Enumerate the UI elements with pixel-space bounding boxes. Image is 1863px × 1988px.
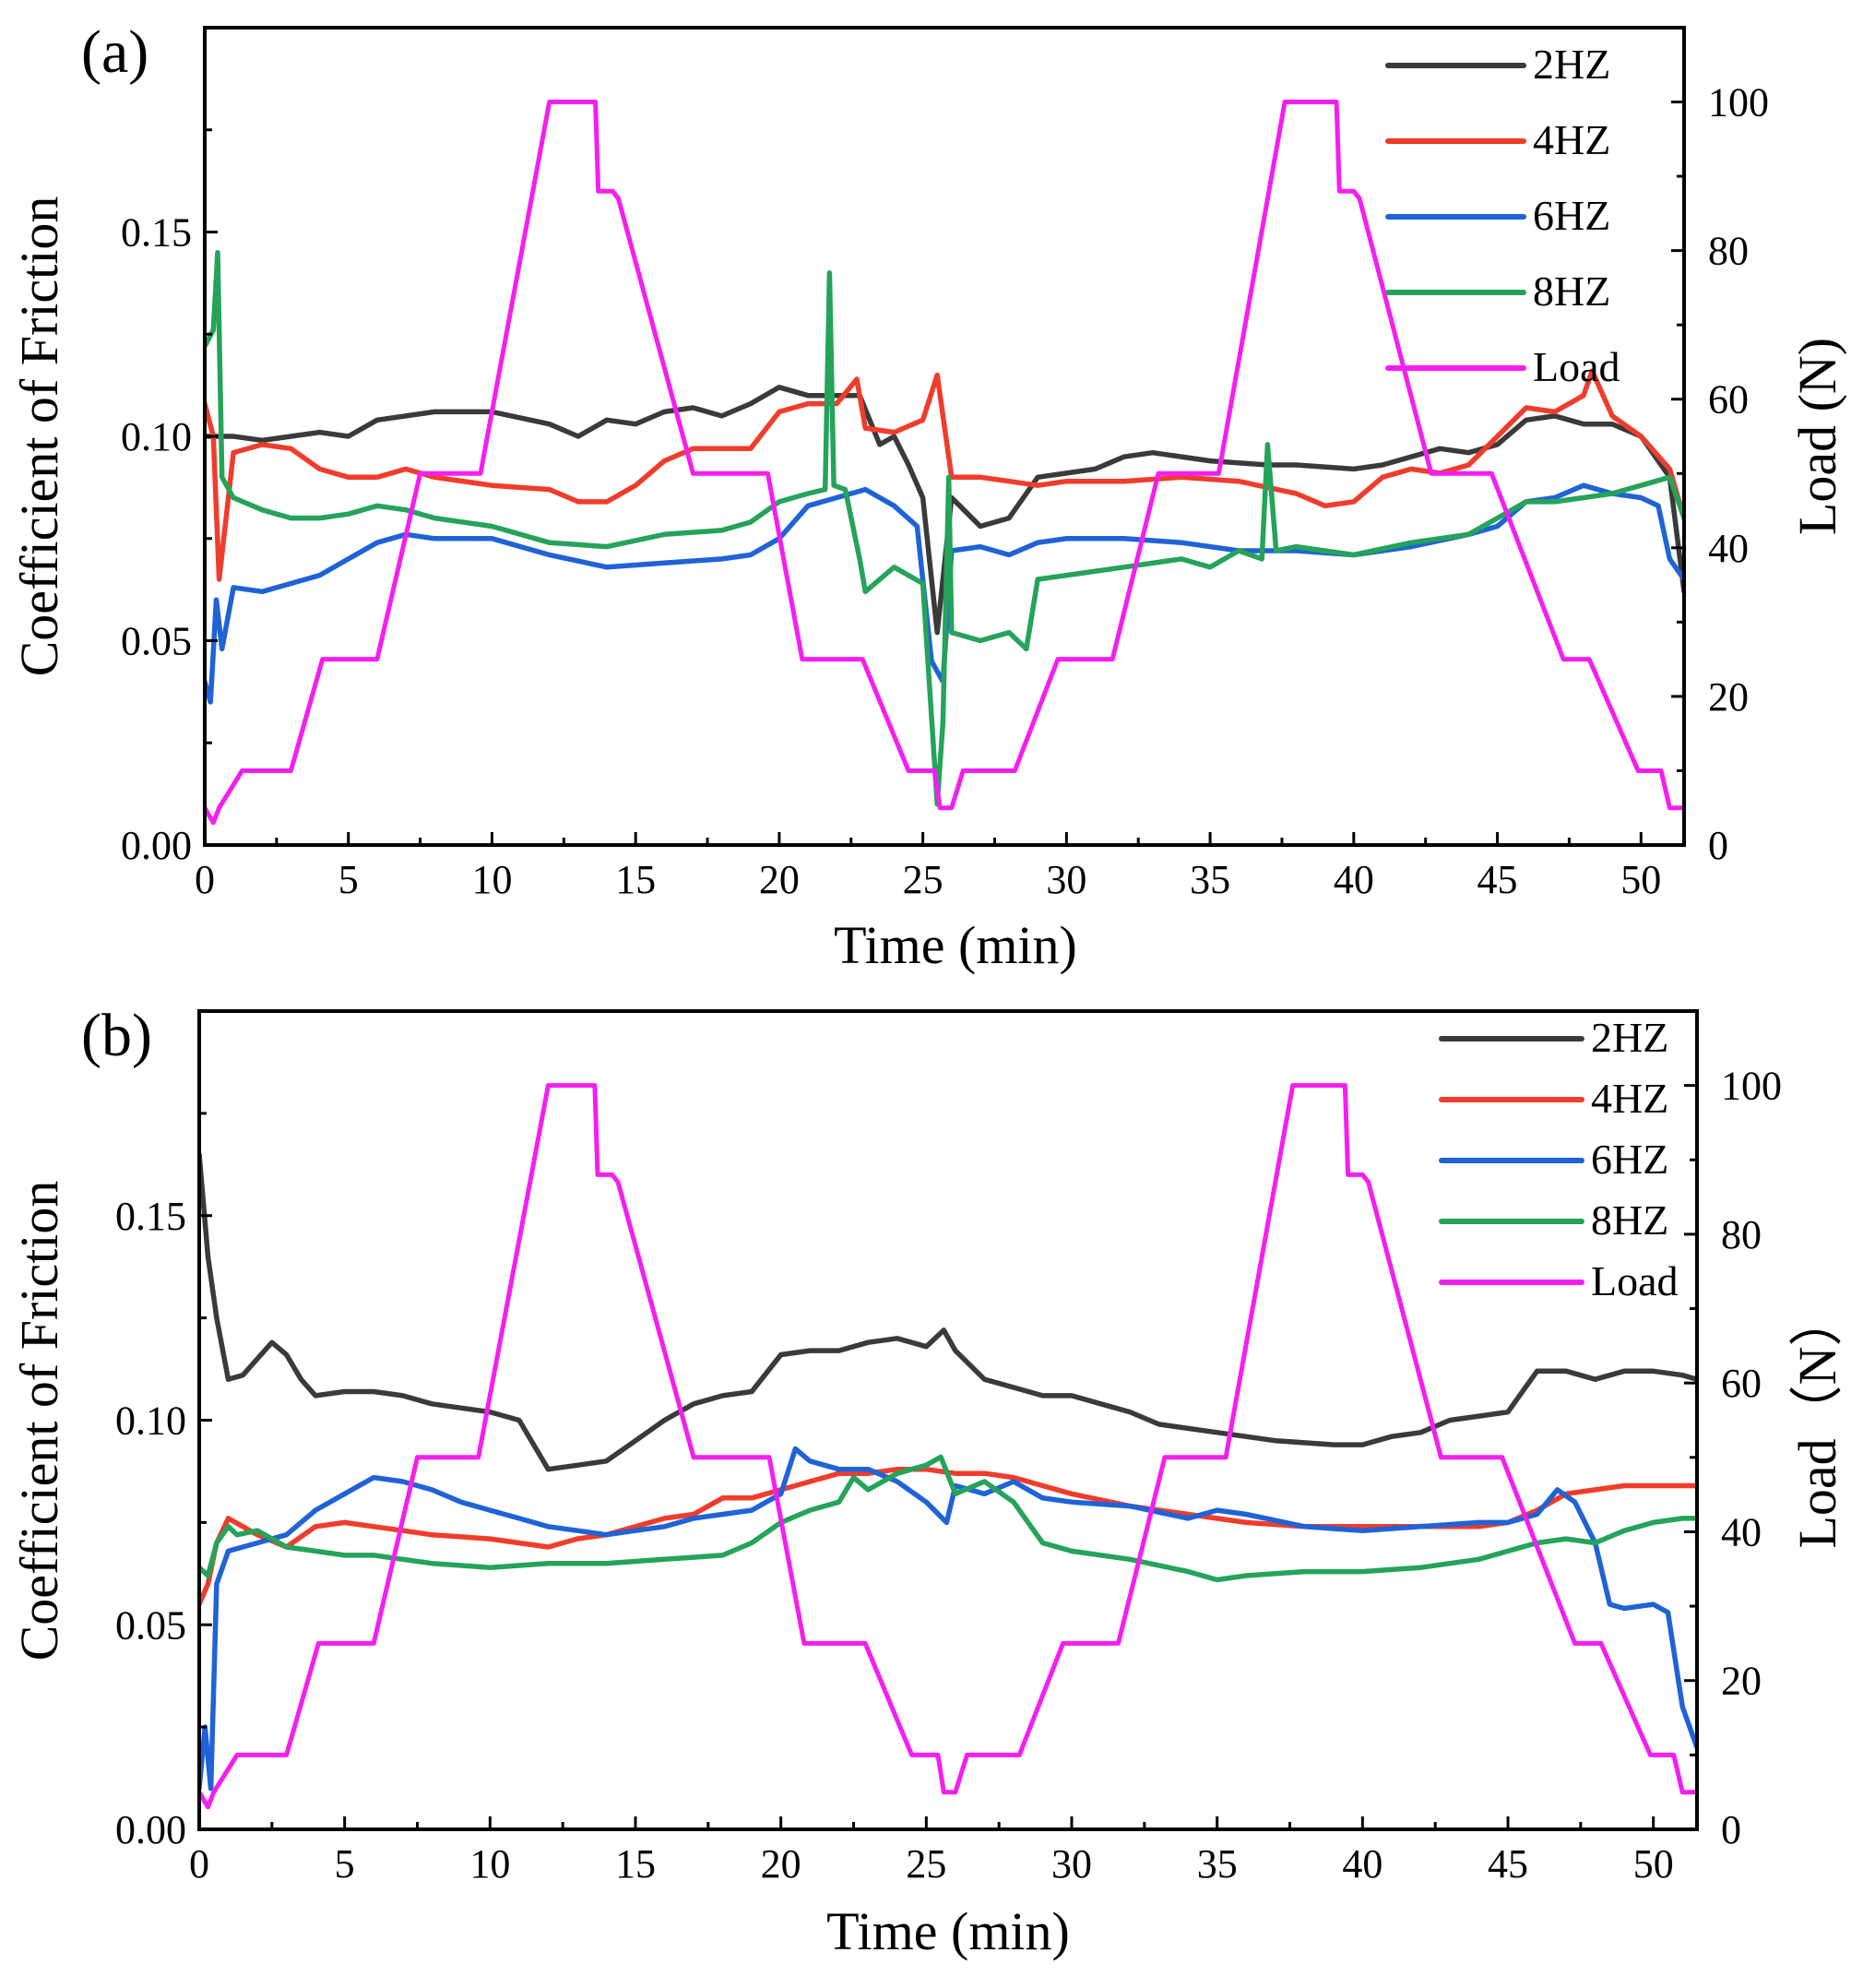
y-tick-label: 0.00 [115,1807,186,1852]
legend-label-4hz: 4HZ [1533,116,1610,163]
x-tick-label: 35 [1197,1841,1238,1887]
x-tick-label: 15 [615,857,656,902]
x-tick-label: 35 [1190,857,1230,902]
x-tick-label: 50 [1633,1841,1674,1887]
x-tick-label: 40 [1342,1841,1382,1887]
legend-label-6hz: 6HZ [1591,1136,1668,1183]
legend-label-2hz: 2HZ [1533,41,1610,88]
legend: 2HZ 4HZ 6HZ 8HZ Load [1385,41,1620,390]
y-right-tick-label: 0 [1708,823,1728,868]
y-right-tick-label: 40 [1708,526,1749,571]
x-tick-label: 0 [195,857,215,902]
panel-label: (a) [81,18,148,86]
legend: 2HZ 4HZ 6HZ 8HZ Load [1439,1014,1679,1304]
x-axis-title: Time (min) [826,1901,1070,1961]
y-tick-label: 0.05 [121,619,192,664]
x-axis-title: Time (min) [834,915,1077,975]
y-axis-title: Coefficient of Friction [9,196,69,677]
y-tick-label: 0.10 [115,1399,186,1444]
legend-label-load: Load [1591,1257,1679,1304]
x-tick-label: 40 [1334,857,1374,902]
series-line-8hz [199,1454,1697,1583]
x-tick-label: 45 [1488,1841,1528,1887]
x-tick-label: 0 [189,1841,209,1887]
y-right-tick-label: 60 [1708,377,1749,423]
x-tick-label: 25 [906,1841,946,1887]
series-line-6hz [199,1446,1697,1792]
panel-a: 0 5 10 15 20 25 30 35 40 45 50 0.00 0.05 0.10 0.15 0 20 4… [9,18,1847,975]
y-right-tick-label: 20 [1721,1659,1762,1704]
y-tick-label: 0.05 [115,1602,186,1648]
x-tick-label: 20 [759,857,800,902]
panel-b: 0 5 10 15 20 25 30 35 40 45 50 0.00 0.05 0.10 0.15 0 20 4… [9,1002,1847,1961]
series-line-load [199,1083,1697,1810]
y-right-tick-label: 40 [1721,1509,1762,1554]
series-line-2hz [205,385,1684,636]
legend-label-4hz: 4HZ [1591,1075,1668,1122]
y-tick-label: 0.10 [121,414,192,459]
legend-label-6hz: 6HZ [1533,192,1610,239]
legend-label-8hz: 8HZ [1591,1196,1668,1244]
panel-label: (b) [81,1002,152,1069]
y-right-tick-label: 0 [1721,1807,1741,1852]
y-tick-label: 0.15 [115,1194,186,1239]
y-tick-label: 0.15 [121,210,192,256]
y-right-axis-title: Load（N） [1787,1292,1847,1548]
series-line-4hz [205,368,1684,582]
y-right-tick-label: 100 [1721,1064,1782,1109]
y-right-tick-label: 80 [1708,229,1749,274]
legend-label-8hz: 8HZ [1533,268,1610,315]
x-tick-label: 30 [1046,857,1086,902]
legend-label-load: Load [1533,343,1620,390]
x-tick-label: 20 [761,1841,801,1887]
x-tick-label: 50 [1620,857,1661,902]
x-tick-label: 10 [469,1841,510,1887]
legend-label-2hz: 2HZ [1591,1014,1668,1061]
y-right-axis-title: Load (N) [1787,338,1847,535]
x-tick-label: 5 [335,1841,355,1887]
y-axis-title: Coefficient of Friction [9,1181,69,1661]
y-right-tick-label: 80 [1721,1212,1762,1257]
y-right-tick-label: 60 [1721,1361,1762,1406]
x-tick-label: 10 [471,857,512,902]
x-tick-label: 15 [615,1841,656,1887]
series-line-8hz [205,249,1684,807]
x-tick-label: 30 [1051,1841,1092,1887]
x-tick-label: 25 [903,857,943,902]
series-line-load [205,100,1684,826]
y-right-tick-label: 20 [1708,674,1749,720]
series-line-2hz [199,1151,1697,1472]
x-tick-label: 5 [338,857,359,902]
y-right-tick-label: 100 [1708,80,1769,125]
x-tick-label: 45 [1477,857,1518,902]
y-tick-label: 0.00 [121,823,192,868]
